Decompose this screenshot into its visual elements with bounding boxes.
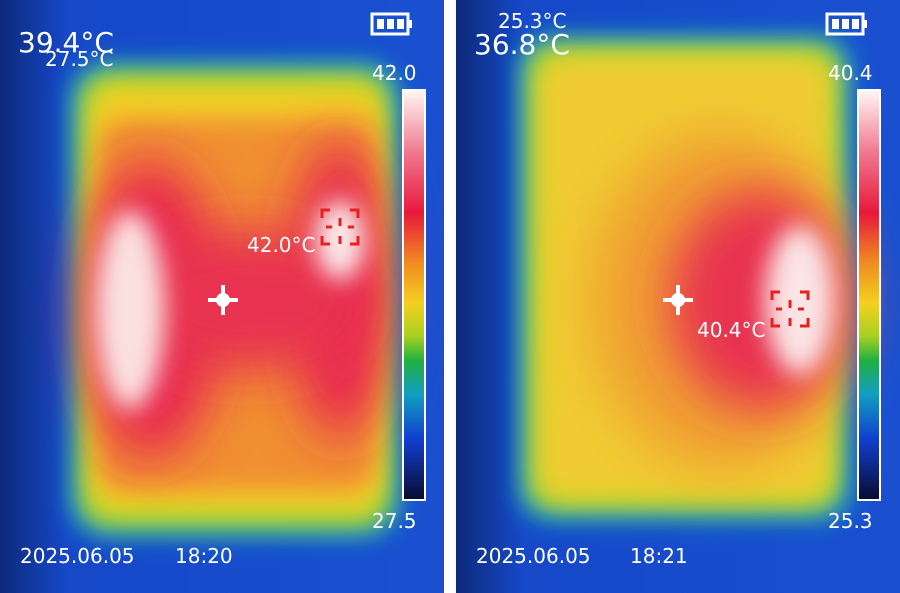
center-temp: 39.4°C: [18, 26, 114, 59]
min-temp: 27.5°C: [45, 47, 114, 71]
panel-left: 39.4°C 27.5°C 42.0 27.5 42.0°C 2025.06.0…: [0, 0, 444, 593]
scale-max: 40.4: [828, 61, 873, 85]
center-temp: 36.8°C: [474, 28, 570, 61]
time: 18:21: [630, 544, 688, 568]
hotspot-temp: 40.4°C: [697, 318, 766, 342]
hotspot-temp: 42.0°C: [247, 233, 316, 257]
time: 18:20: [175, 544, 233, 568]
panel-right: 25.3°C 36.8°C 40.4 25.3 40.4°C 2025.06.0…: [456, 0, 900, 593]
hotspot-marker: [320, 208, 360, 246]
date: 2025.06.05: [20, 544, 135, 568]
scale-max: 42.0: [372, 61, 417, 85]
min-temp: 25.3°C: [498, 9, 567, 33]
battery-icon: [370, 12, 412, 36]
battery-icon: [825, 12, 867, 36]
crosshair: [208, 285, 238, 315]
crosshair: [663, 285, 693, 315]
scale-min: 27.5: [372, 509, 417, 533]
date: 2025.06.05: [476, 544, 591, 568]
hotspot-marker: [770, 290, 810, 328]
scale-min: 25.3: [828, 509, 873, 533]
